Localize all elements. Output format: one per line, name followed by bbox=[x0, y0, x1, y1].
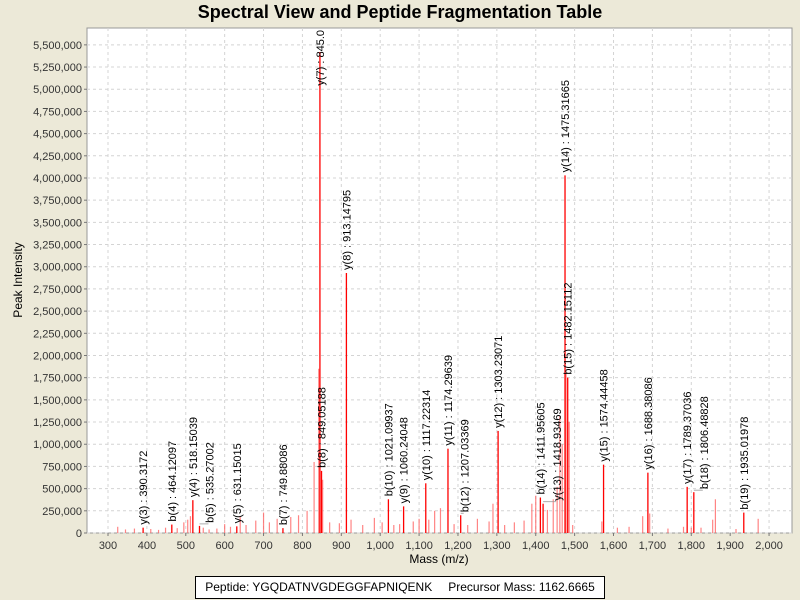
y-tick-label: 1,750,000 bbox=[33, 373, 82, 385]
peak-labels: y(3) : 390.3172 b(4) : 464.12097 y(4) : 51… bbox=[138, 30, 751, 525]
grid bbox=[87, 28, 792, 534]
axes: 300 400 500 600 700 800 900 1,000 1,100 1,200 1,30… bbox=[33, 40, 783, 552]
peak-label: y(12) : 1303.23071 bbox=[493, 336, 505, 428]
y-tick-label: 1,500,000 bbox=[33, 395, 82, 407]
peak-label: b(15) : 1482.15112 bbox=[563, 283, 575, 375]
x-tick-label: 1,900 bbox=[716, 540, 744, 552]
x-tick-label: 900 bbox=[332, 540, 350, 552]
y-tick-label: 2,000,000 bbox=[33, 350, 82, 362]
x-tick-label: 1,800 bbox=[678, 540, 706, 552]
peak-label: y(3) : 390.3172 bbox=[138, 451, 150, 525]
y-tick-label: 1,250,000 bbox=[33, 417, 82, 429]
y-tick-label: 4,500,000 bbox=[33, 129, 82, 141]
peak-label: y(4) : 518.15039 bbox=[188, 417, 200, 497]
x-tick-label: 300 bbox=[99, 540, 117, 552]
peptide-sequence: Peptide: YGQDATNVGDEGGFAPNIQENK bbox=[205, 580, 433, 594]
y-tick-label: 4,250,000 bbox=[33, 151, 82, 163]
plot-area bbox=[86, 27, 793, 534]
y-tick-label: 3,000,000 bbox=[33, 262, 82, 274]
peak-label: y(16) : 1688.38086 bbox=[643, 377, 655, 469]
x-tick-label: 1,400 bbox=[522, 540, 550, 552]
x-tick-label: 600 bbox=[215, 540, 233, 552]
peak-label: b(12) : 1207.03369 bbox=[460, 419, 472, 512]
x-tick-label: 1,100 bbox=[405, 540, 433, 552]
x-tick-label: 1,500 bbox=[561, 540, 589, 552]
x-tick-label: 500 bbox=[177, 540, 195, 552]
chart-title: Spectral View and Peptide Fragmentation … bbox=[197, 2, 603, 22]
peak-label: y(10) : 1117.22314 bbox=[421, 390, 433, 481]
y-tick-label: 2,250,000 bbox=[33, 328, 82, 340]
x-tick-label: 400 bbox=[138, 540, 156, 552]
y-tick-label: 2,500,000 bbox=[33, 306, 82, 318]
x-tick-label: 1,700 bbox=[639, 540, 667, 552]
peak-label: b(4) : 464.12097 bbox=[167, 441, 179, 522]
x-axis-label: Mass (m/z) bbox=[409, 552, 468, 566]
peak-label: y(13) : 1418.93469 bbox=[552, 408, 564, 500]
y-tick-label: 2,750,000 bbox=[33, 284, 82, 296]
peak-label: b(8) : 849.05188 bbox=[317, 387, 329, 468]
peak-label: y(17) : 1789.37036 bbox=[682, 391, 694, 483]
y-tick-label: 250,000 bbox=[42, 506, 82, 518]
x-tick-label: 1,000 bbox=[366, 540, 394, 552]
y-tick-label: 3,250,000 bbox=[33, 240, 82, 252]
y-tick-label: 5,000,000 bbox=[33, 84, 82, 96]
precursor-mass: Precursor Mass: 1162.6665 bbox=[448, 580, 595, 594]
peaks bbox=[117, 51, 759, 533]
peak-label: b(19) : 1935.01978 bbox=[739, 417, 751, 510]
y-tick-label: 750,000 bbox=[42, 461, 82, 473]
y-tick-label: 0 bbox=[76, 528, 82, 540]
peak-label: b(18) : 1806.48828 bbox=[699, 396, 711, 489]
x-tick-label: 2,000 bbox=[755, 540, 783, 552]
y-tick-label: 500,000 bbox=[42, 484, 82, 496]
y-tick-label: 4,000,000 bbox=[33, 173, 82, 185]
peak-label: b(14) : 1411.95605 bbox=[535, 402, 547, 494]
y-tick-label: 5,250,000 bbox=[33, 62, 82, 74]
spectrum-chart: y(3) : 390.3172 b(4) : 464.12097 y(4) : 51… bbox=[11, 27, 793, 566]
peak-label: y(5) : 631.15015 bbox=[232, 443, 244, 523]
peak-label: b(5) : 535.27002 bbox=[204, 442, 216, 523]
x-tick-label: 700 bbox=[254, 540, 272, 552]
y-axis-label: Peak Intensity bbox=[11, 242, 25, 317]
x-tick-label: 1,600 bbox=[600, 540, 628, 552]
y-tick-label: 3,500,000 bbox=[33, 217, 82, 229]
peak-label: y(11) : 1174.29639 bbox=[443, 355, 455, 446]
peak-label: y(8) : 913.14795 bbox=[341, 190, 353, 270]
peak-label: b(10) : 1021.09937 bbox=[383, 403, 395, 496]
peak-label: b(7) : 749.88086 bbox=[278, 444, 290, 525]
peak-label: y(7) : 845.0 bbox=[315, 30, 327, 86]
peak-label: y(14) : 1475.31665 bbox=[560, 80, 572, 172]
peptide-info-box: Peptide: YGQDATNVGDEGGFAPNIQENK Precursor… bbox=[195, 576, 605, 599]
x-tick-label: 800 bbox=[293, 540, 311, 552]
y-tick-label: 4,750,000 bbox=[33, 106, 82, 118]
peak-label: y(15) : 1574.44458 bbox=[599, 369, 611, 461]
peak-label: y(9) : 1060.24048 bbox=[399, 417, 411, 503]
y-tick-label: 1,000,000 bbox=[33, 439, 82, 451]
y-tick-label: 3,750,000 bbox=[33, 195, 82, 207]
x-tick-label: 1,300 bbox=[483, 540, 511, 552]
x-tick-label: 1,200 bbox=[444, 540, 472, 552]
y-tick-label: 5,500,000 bbox=[33, 40, 82, 52]
